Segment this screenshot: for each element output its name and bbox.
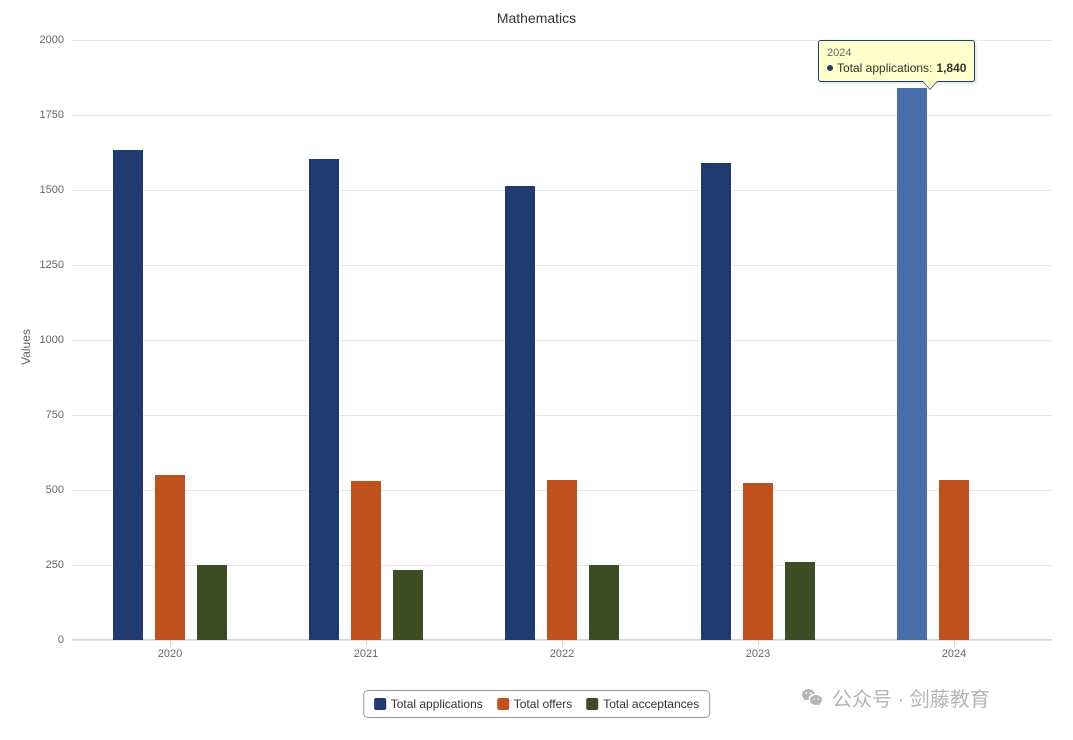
legend-swatch-icon xyxy=(586,698,598,710)
legend-swatch-icon xyxy=(497,698,509,710)
tooltip: 2024 Total applications: 1,840 xyxy=(818,40,975,82)
tooltip-callout-icon xyxy=(923,81,937,89)
y-axis-label: Values xyxy=(19,329,33,365)
bar[interactable] xyxy=(155,475,185,640)
y-tick-label: 1750 xyxy=(40,109,72,121)
bar[interactable] xyxy=(309,159,339,641)
y-tick-label: 250 xyxy=(46,559,72,571)
tooltip-dot-icon xyxy=(827,65,833,71)
bar[interactable] xyxy=(547,480,577,641)
bar[interactable] xyxy=(785,562,815,640)
x-tick-label: 2024 xyxy=(942,640,966,660)
x-tick-label: 2023 xyxy=(746,640,770,660)
bar[interactable] xyxy=(505,186,535,641)
bar[interactable] xyxy=(113,150,143,641)
tooltip-header: 2024 xyxy=(827,47,966,59)
bar[interactable] xyxy=(393,570,423,641)
y-tick-label: 1500 xyxy=(40,184,72,196)
bar[interactable] xyxy=(701,163,731,640)
x-tick-label: 2021 xyxy=(354,640,378,660)
y-tick-label: 1250 xyxy=(40,259,72,271)
legend-label: Total offers xyxy=(514,697,572,711)
legend-label: Total acceptances xyxy=(603,697,699,711)
chart-container: Mathematics Values 025050075010001250150… xyxy=(0,0,1073,740)
bar[interactable] xyxy=(351,481,381,640)
watermark-text: 公众号 · 剑藤教育 xyxy=(832,683,990,712)
bar[interactable] xyxy=(589,565,619,640)
bar[interactable] xyxy=(197,565,227,640)
legend-item[interactable]: Total applications xyxy=(374,697,483,711)
watermark: 公众号 · 剑藤教育 xyxy=(800,683,990,712)
tooltip-series-label: Total applications: xyxy=(837,61,932,75)
legend-item[interactable]: Total offers xyxy=(497,697,572,711)
wechat-icon xyxy=(800,686,824,710)
legend-label: Total applications xyxy=(391,697,483,711)
y-tick-label: 1000 xyxy=(40,334,72,346)
y-tick-label: 500 xyxy=(46,484,72,496)
x-tick-label: 2020 xyxy=(158,640,182,660)
legend-item[interactable]: Total acceptances xyxy=(586,697,699,711)
bar[interactable] xyxy=(743,483,773,641)
tooltip-row: Total applications: 1,840 xyxy=(827,61,966,75)
y-tick-label: 0 xyxy=(58,634,72,646)
y-tick-label: 750 xyxy=(46,409,72,421)
tooltip-value: 1,840 xyxy=(936,61,966,75)
y-tick-label: 2000 xyxy=(40,34,72,46)
plot-area: 0250500750100012501500175020002020202120… xyxy=(72,40,1052,640)
legend: Total applications Total offers Total acce… xyxy=(363,690,711,718)
x-tick-label: 2022 xyxy=(550,640,574,660)
bar[interactable] xyxy=(939,480,969,641)
legend-swatch-icon xyxy=(374,698,386,710)
bar[interactable] xyxy=(897,88,927,640)
chart-title: Mathematics xyxy=(0,10,1073,26)
